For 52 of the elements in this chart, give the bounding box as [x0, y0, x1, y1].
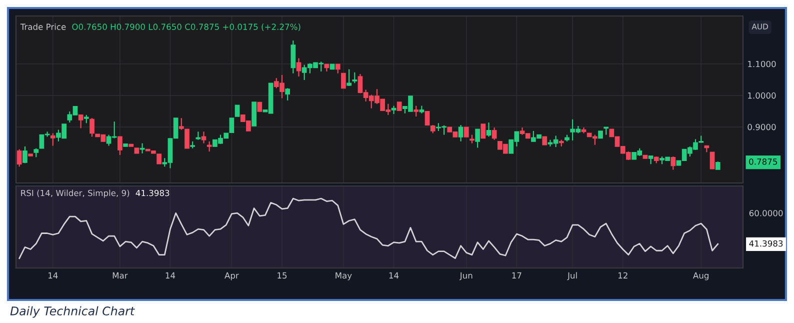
candlestick	[285, 88, 290, 101]
y-tick-label: 0.9000	[748, 124, 776, 130]
candlestick	[492, 126, 497, 140]
candlestick	[486, 122, 492, 138]
candlestick	[458, 124, 464, 142]
text: O0.7650 H0.7900 L0.7650 C0.7875 +0.0175 (+2.27%)	[72, 24, 300, 31]
candlestick	[16, 148, 22, 168]
candlestick	[257, 102, 262, 112]
x-tick-label: 17	[512, 272, 522, 278]
candlestick	[90, 118, 94, 138]
candlestick	[352, 72, 358, 84]
candlestick	[22, 146, 28, 164]
x-tick-label: Aug	[693, 272, 708, 280]
x-tick-label: 14	[389, 272, 399, 278]
x-tick-label: Jul	[567, 272, 577, 280]
x-tick-label: 14	[166, 272, 176, 278]
text: Daily Technical Chart	[10, 306, 135, 318]
candlestick	[234, 104, 240, 117]
candlestick	[78, 114, 84, 129]
candlestick	[118, 136, 122, 156]
x-tick-label: 15	[278, 272, 287, 279]
candlestick	[670, 156, 676, 170]
candlestick	[296, 58, 302, 78]
text: Trade Price	[20, 24, 66, 30]
candlestick	[206, 140, 212, 152]
y-tick-label: 1.0000	[748, 92, 776, 99]
candlestick	[252, 102, 256, 126]
candlestick	[710, 152, 715, 170]
chart-subtitle: 41.3983	[136, 190, 170, 196]
x-tick-label: Apr	[224, 272, 239, 280]
candlestick	[391, 105, 396, 115]
candlestick	[341, 72, 346, 89]
text: 41.3983	[749, 240, 783, 247]
x-tick-label: Mar	[112, 272, 128, 279]
text: 60.0000	[749, 210, 783, 216]
x-tick-label: 12	[618, 272, 628, 278]
candlestick	[480, 124, 486, 139]
candlestick	[229, 118, 234, 134]
candlestick	[424, 111, 430, 126]
x-tick-label: May	[336, 272, 352, 280]
candlestick	[475, 128, 480, 148]
text: 0.7875	[749, 158, 777, 165]
candlestick	[335, 64, 340, 74]
candlestick	[464, 126, 469, 138]
candlestick	[414, 105, 419, 118]
candlestick	[346, 68, 352, 87]
y-tick-label: 1.1000	[748, 60, 776, 68]
x-tick-label: 14	[48, 272, 58, 278]
candlestick	[50, 132, 56, 146]
candlestick	[290, 40, 296, 74]
x-tick-label: Jun	[459, 272, 472, 280]
chart-title: RSI (14, Wilder, Simple, 9)	[21, 190, 130, 198]
